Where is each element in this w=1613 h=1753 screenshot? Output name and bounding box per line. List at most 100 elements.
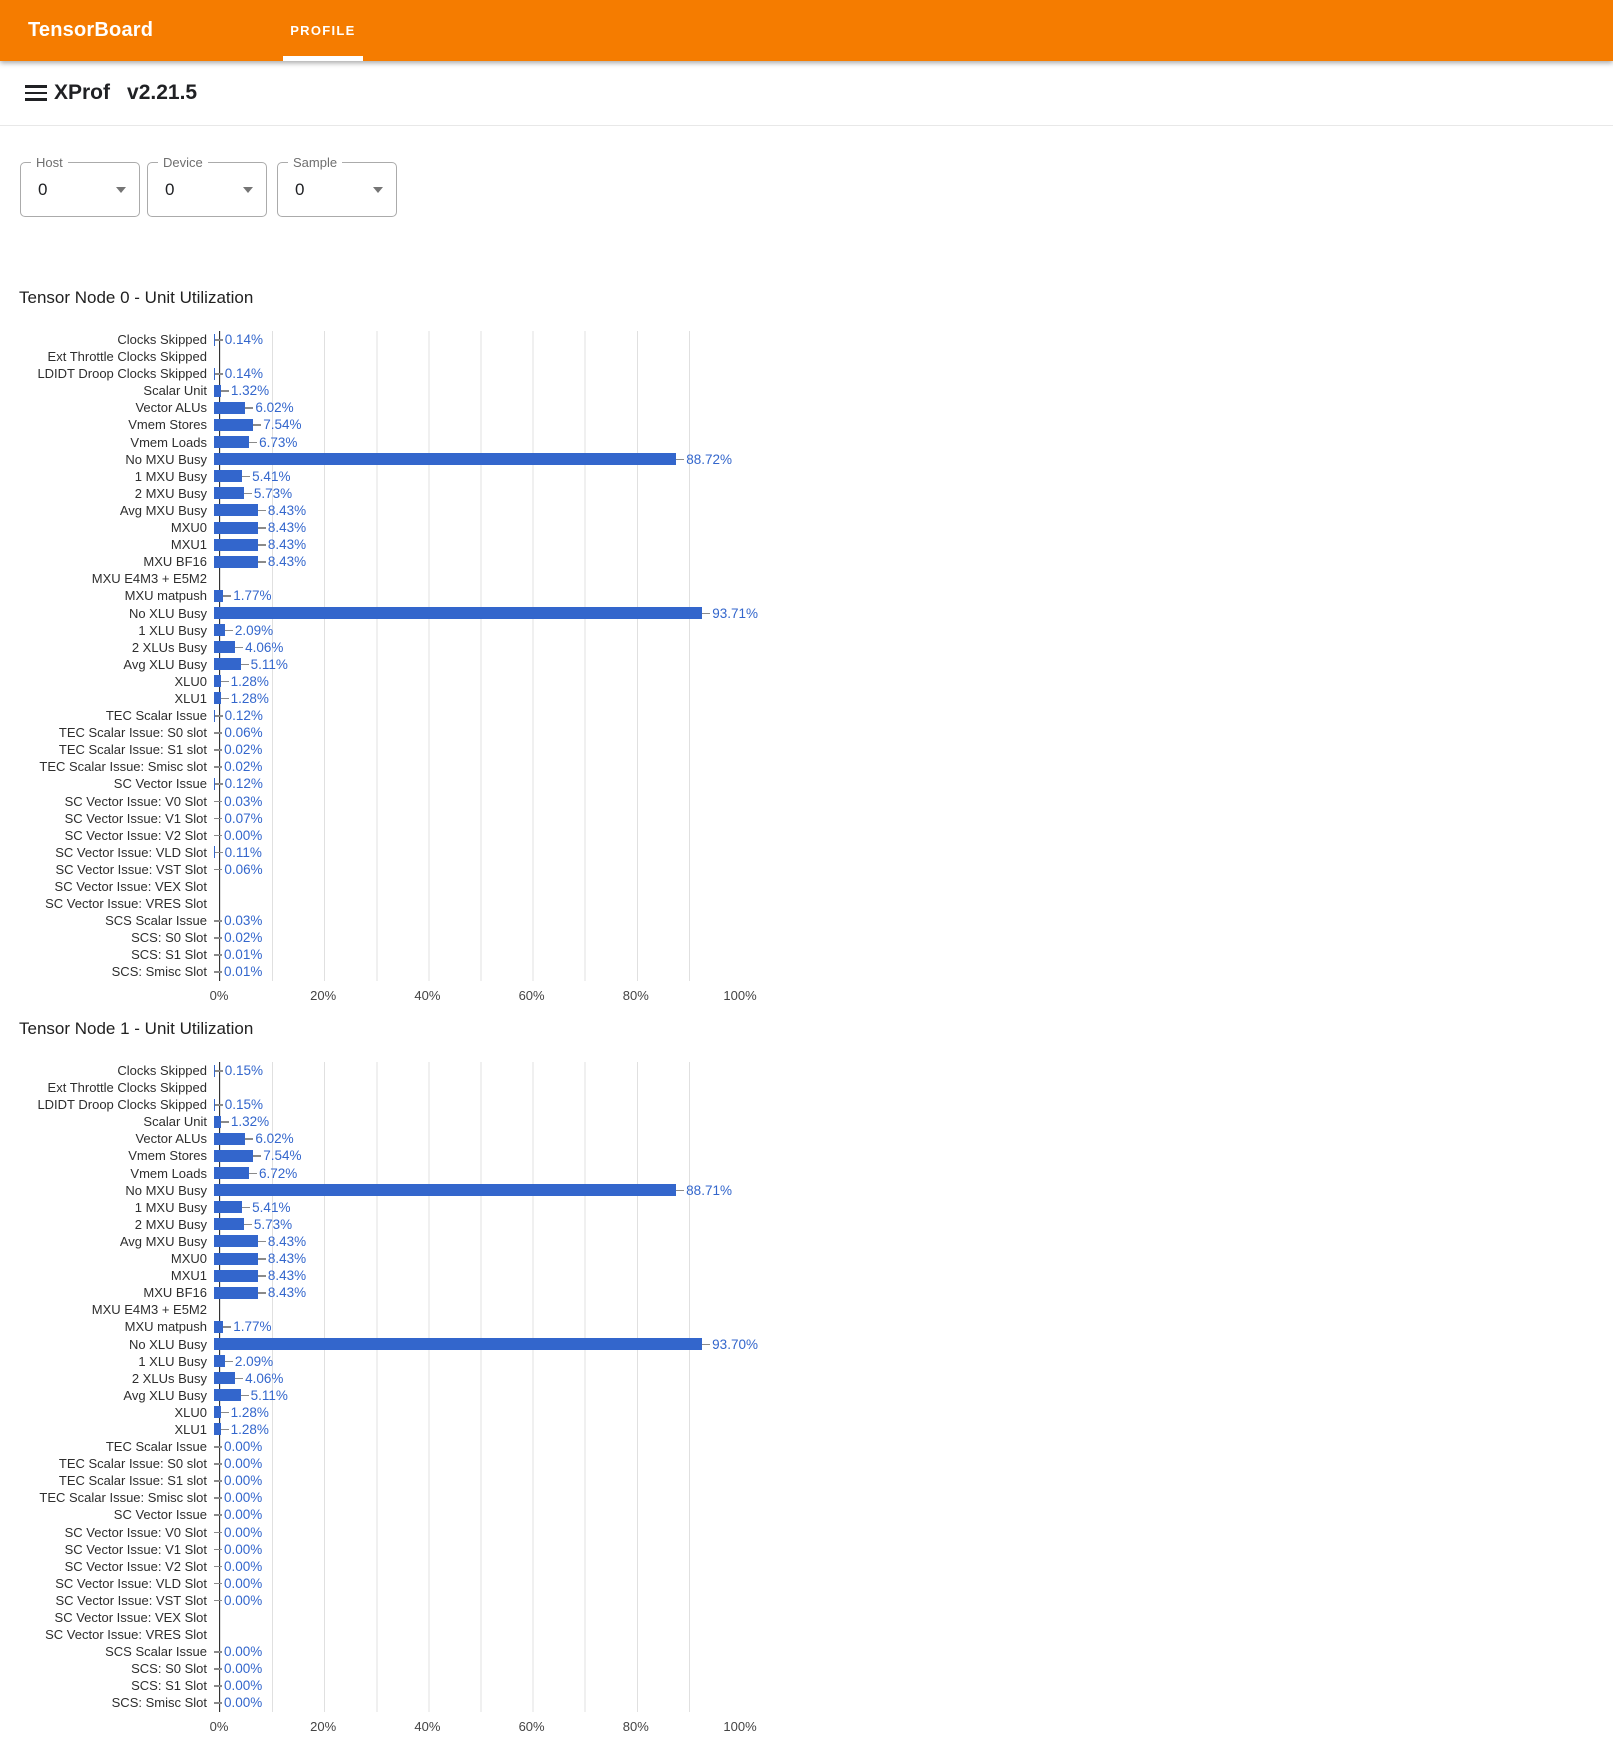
chart-row: Ext Throttle Clocks Skipped bbox=[0, 1079, 820, 1096]
bar-value-label: 7.54% bbox=[263, 1148, 302, 1164]
bar-cell: 1.32% bbox=[213, 1113, 820, 1130]
bar-cell: 1.77% bbox=[213, 1318, 820, 1335]
annotation-stem bbox=[257, 544, 266, 546]
row-label: Vmem Loads bbox=[130, 1165, 207, 1181]
row-label: SCS: S1 Slot bbox=[131, 947, 207, 963]
row-label: Scalar Unit bbox=[143, 383, 207, 399]
bar-cell: 4.06% bbox=[213, 1370, 820, 1387]
bar-cell: 8.43% bbox=[213, 1250, 820, 1267]
bar-value-label: 0.00% bbox=[224, 1644, 263, 1660]
bar-value-label: 5.73% bbox=[253, 485, 293, 501]
bar-value-label: 0.00% bbox=[224, 1592, 263, 1608]
bar-cell: 4.06% bbox=[213, 639, 820, 656]
annotation-stem bbox=[253, 1155, 262, 1157]
bar-cell: 0.00% bbox=[213, 1472, 820, 1489]
bar-value-label: 1.28% bbox=[230, 1404, 269, 1420]
annotation-stem bbox=[214, 1565, 222, 1568]
chart-row: Vector ALUs 6.02% bbox=[0, 1130, 820, 1147]
bar bbox=[214, 607, 703, 619]
bar-cell: 0.12% bbox=[213, 775, 820, 792]
app-version: v2.21.5 bbox=[127, 81, 198, 104]
row-label: SC Vector Issue bbox=[113, 776, 207, 792]
bar bbox=[214, 1372, 236, 1385]
active-tab-indicator bbox=[282, 56, 363, 61]
bar-cell: 6.72% bbox=[213, 1165, 820, 1182]
row-label: SC Vector Issue: V1 Slot bbox=[64, 1541, 207, 1557]
device-select[interactable]: Device 0 bbox=[147, 155, 267, 217]
chart-tensor-node-1: Tensor Node 1 - Unit Utilization Clocks … bbox=[0, 1019, 820, 1735]
chart-row: SCS: Smisc Slot 0.01% bbox=[0, 963, 820, 980]
chart-row: SC Vector Issue: VEX Slot bbox=[0, 1609, 820, 1626]
bar-value-label: 93.71% bbox=[712, 605, 759, 621]
chart-row: No XLU Busy 93.71% bbox=[0, 605, 820, 622]
x-axis-tick-label: 40% bbox=[414, 1719, 441, 1734]
host-select[interactable]: Host 0 bbox=[20, 155, 140, 217]
annotation-stem bbox=[214, 868, 223, 871]
bar-cell: 0.03% bbox=[213, 793, 820, 810]
chart-row: MXU E4M3 + E5M2 bbox=[0, 1301, 820, 1318]
sample-select-label: Sample bbox=[288, 155, 343, 170]
chart-title: Tensor Node 0 - Unit Utilization bbox=[19, 288, 254, 307]
bar-value-label: 0.00% bbox=[224, 1558, 263, 1574]
bar-value-label: 0.01% bbox=[224, 964, 263, 980]
row-label: SC Vector Issue: V0 Slot bbox=[64, 1524, 207, 1540]
row-label: XLU1 bbox=[174, 690, 207, 706]
bar bbox=[214, 589, 224, 602]
sample-select[interactable]: Sample 0 bbox=[277, 155, 397, 217]
chart-row: XLU1 1.28% bbox=[0, 690, 820, 707]
bar-value-label: 8.43% bbox=[267, 1268, 307, 1284]
bar bbox=[214, 555, 258, 568]
bar-cell: 5.41% bbox=[213, 468, 820, 485]
row-label: SCS Scalar Issue bbox=[105, 913, 207, 929]
row-label: TEC Scalar Issue: S1 slot bbox=[58, 1473, 207, 1489]
row-label: 2 XLUs Busy bbox=[131, 639, 207, 655]
row-label: SC Vector Issue: VLD Slot bbox=[55, 844, 207, 860]
annotation-stem bbox=[214, 937, 223, 939]
bar-cell: 2.09% bbox=[213, 622, 820, 639]
x-axis-tick-label: 20% bbox=[310, 1719, 337, 1734]
row-label: MXU1 bbox=[170, 1268, 207, 1284]
row-label: MXU0 bbox=[170, 520, 207, 536]
chart-row: Avg XLU Busy 5.11% bbox=[0, 656, 820, 673]
annotation-stem bbox=[249, 1172, 257, 1175]
chart-row: SC Vector Issue: VLD Slot 0.00% bbox=[0, 1575, 820, 1592]
annotation-stem bbox=[245, 1138, 254, 1140]
bar-value-label: 0.00% bbox=[224, 1678, 263, 1694]
chart-row: 2 MXU Busy 5.73% bbox=[0, 485, 820, 502]
annotation-stem bbox=[257, 1240, 266, 1243]
bar-cell: 8.43% bbox=[213, 1267, 820, 1284]
annotation-stem bbox=[214, 715, 223, 717]
x-axis-tick-label: 0% bbox=[209, 988, 229, 1003]
bar bbox=[214, 333, 215, 346]
annotation-stem bbox=[243, 492, 252, 495]
chart-row: MXU0 8.43% bbox=[0, 519, 820, 536]
bar bbox=[214, 641, 236, 654]
bar-cell: 5.73% bbox=[213, 1216, 820, 1233]
bar-cell: 1.28% bbox=[213, 673, 820, 690]
tab-profile[interactable]: PROFILE bbox=[270, 0, 375, 61]
chart-row: LDIDT Droop Clocks Skipped 0.15% bbox=[0, 1096, 820, 1113]
annotation-stem bbox=[214, 1497, 222, 1499]
bar-cell: 88.71% bbox=[213, 1182, 820, 1199]
row-label: Vmem Loads bbox=[130, 434, 207, 450]
bar-cell bbox=[213, 1301, 820, 1318]
bar-value-label: 4.06% bbox=[245, 1370, 284, 1386]
row-label: 2 MXU Busy bbox=[134, 1216, 207, 1232]
row-label: Clocks Skipped bbox=[117, 332, 207, 347]
annotation-stem bbox=[240, 663, 249, 666]
row-label: Vmem Stores bbox=[128, 1148, 207, 1164]
bar bbox=[214, 1423, 221, 1436]
annotation-stem bbox=[220, 390, 229, 392]
chart-row: MXU E4M3 + E5M2 bbox=[0, 570, 820, 587]
bar bbox=[214, 367, 215, 380]
chart-row: MXU1 8.43% bbox=[0, 536, 820, 553]
bar-cell: 2.09% bbox=[213, 1353, 820, 1370]
bar-value-label: 0.02% bbox=[224, 742, 263, 758]
chart-row: Vmem Loads 6.73% bbox=[0, 434, 820, 451]
row-label: Vector ALUs bbox=[135, 400, 207, 416]
bar-cell bbox=[213, 348, 820, 365]
menu-icon[interactable] bbox=[25, 85, 47, 101]
chart-row: MXU0 8.43% bbox=[0, 1250, 820, 1267]
annotation-stem bbox=[235, 646, 244, 649]
bar-cell bbox=[213, 1079, 820, 1096]
